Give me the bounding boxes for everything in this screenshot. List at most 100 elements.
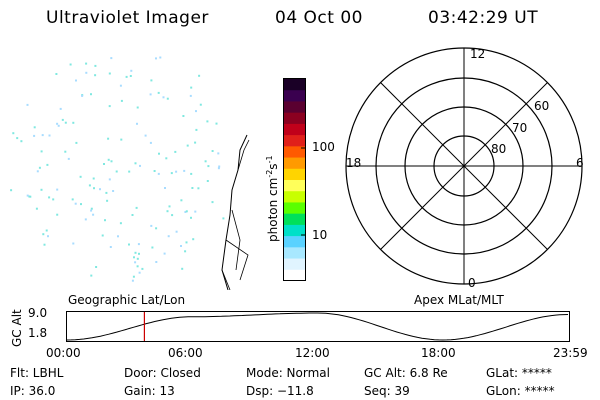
image-pixel bbox=[136, 257, 139, 260]
image-pixel bbox=[64, 121, 67, 124]
color-scale-segment bbox=[284, 79, 305, 91]
image-pixel bbox=[90, 274, 93, 277]
image-pixel bbox=[184, 211, 187, 213]
image-pixel bbox=[108, 178, 111, 181]
image-pixel bbox=[195, 110, 197, 113]
image-pixel bbox=[131, 214, 134, 216]
image-pixel bbox=[56, 122, 59, 125]
image-pixel bbox=[144, 134, 147, 137]
image-pixel bbox=[206, 180, 209, 182]
status-seq: Seq: 39 bbox=[364, 384, 410, 398]
image-pixel bbox=[33, 134, 36, 137]
status-ip: IP: 36.0 bbox=[10, 384, 56, 398]
image-pixel bbox=[195, 128, 198, 131]
image-pixel bbox=[117, 235, 119, 238]
image-pixel bbox=[101, 234, 104, 237]
image-pixel bbox=[72, 121, 75, 124]
y-tick-1.8: 1.8 bbox=[28, 326, 48, 340]
image-pixel bbox=[168, 205, 171, 208]
image-pixel bbox=[115, 170, 118, 173]
image-pixel bbox=[105, 191, 108, 194]
image-pixel bbox=[110, 160, 113, 163]
image-pixel bbox=[47, 235, 49, 238]
image-pixel bbox=[138, 271, 141, 274]
mlt-label-12: 12 bbox=[470, 47, 486, 61]
image-pixel bbox=[84, 218, 87, 221]
image-pixel bbox=[190, 216, 192, 219]
coastline-trace bbox=[221, 139, 250, 290]
image-pixel bbox=[139, 164, 141, 167]
polar-diag bbox=[380, 186, 444, 250]
image-pixel bbox=[69, 63, 72, 66]
color-scale-segment bbox=[284, 269, 305, 282]
image-pixel bbox=[16, 137, 19, 140]
image-pixel bbox=[211, 150, 214, 152]
image-pixel bbox=[199, 103, 202, 106]
image-pixel bbox=[159, 56, 162, 59]
status-dsp: Dsp: −11.8 bbox=[246, 384, 314, 398]
x-tick-1200: 12:00 bbox=[295, 346, 330, 360]
image-pixel bbox=[48, 196, 51, 199]
image-pixel bbox=[215, 122, 218, 125]
x-tick-0000: 00:00 bbox=[46, 346, 81, 360]
image-pixel bbox=[157, 172, 160, 175]
image-pixel bbox=[46, 163, 49, 166]
image-pixel bbox=[136, 265, 139, 268]
image-speckles bbox=[10, 56, 225, 282]
image-pixel bbox=[94, 74, 97, 77]
color-scale-segment bbox=[284, 180, 305, 192]
image-pixel bbox=[138, 252, 140, 255]
image-pixel bbox=[103, 163, 105, 165]
image-pixel bbox=[136, 106, 139, 109]
geographic-latlon-label: Geographic Lat/Lon bbox=[68, 293, 186, 307]
image-pixel bbox=[130, 69, 133, 72]
y-tick-9: 9.0 bbox=[28, 306, 48, 320]
polar-diag bbox=[484, 82, 548, 146]
image-pixel bbox=[155, 57, 157, 60]
image-pixel bbox=[207, 165, 210, 168]
image-pixel bbox=[149, 141, 152, 144]
image-pixel bbox=[26, 194, 29, 197]
color-scale-bar bbox=[283, 78, 306, 282]
chart-frame bbox=[66, 311, 570, 342]
color-scale-segment bbox=[284, 213, 305, 226]
image-pixel bbox=[190, 172, 193, 175]
image-pixel bbox=[125, 75, 128, 78]
image-pixel bbox=[134, 251, 137, 254]
image-pixel bbox=[164, 187, 166, 189]
image-pixel bbox=[190, 86, 193, 89]
image-pixel bbox=[99, 188, 101, 191]
image-pixel bbox=[166, 210, 169, 213]
x-tick-0600: 06:00 bbox=[168, 346, 203, 360]
image-pixel bbox=[36, 170, 39, 173]
image-pixel bbox=[57, 124, 60, 127]
color-scale-segment bbox=[284, 224, 305, 237]
image-pixel bbox=[155, 227, 158, 230]
image-pixel bbox=[134, 261, 137, 264]
image-pixel bbox=[191, 187, 194, 189]
color-scale-segment bbox=[284, 168, 305, 181]
image-pixel bbox=[141, 267, 144, 270]
image-pixel bbox=[40, 150, 43, 153]
image-pixel bbox=[40, 188, 43, 191]
image-pixel bbox=[56, 213, 59, 216]
color-scale-segment bbox=[284, 157, 305, 170]
image-pixel bbox=[81, 94, 84, 97]
lat-label-80: 80 bbox=[491, 142, 507, 156]
image-pixel bbox=[94, 64, 97, 67]
terminator-line bbox=[221, 134, 248, 290]
image-pixel bbox=[64, 150, 67, 153]
image-pixel bbox=[42, 233, 45, 236]
image-pixel bbox=[185, 241, 188, 244]
polar-diag bbox=[442, 144, 486, 188]
status-mode: Mode: Normal bbox=[246, 366, 330, 380]
mlt-label-18: 18 bbox=[346, 156, 362, 170]
status-gain: Gain: 13 bbox=[124, 384, 175, 398]
image-pixel bbox=[79, 175, 82, 178]
image-pixel bbox=[186, 144, 189, 147]
image-pixel bbox=[155, 261, 158, 263]
status-door: Door: Closed bbox=[124, 366, 201, 380]
image-pixel bbox=[72, 242, 75, 245]
image-pixel bbox=[85, 71, 88, 74]
image-pixel bbox=[211, 201, 214, 204]
